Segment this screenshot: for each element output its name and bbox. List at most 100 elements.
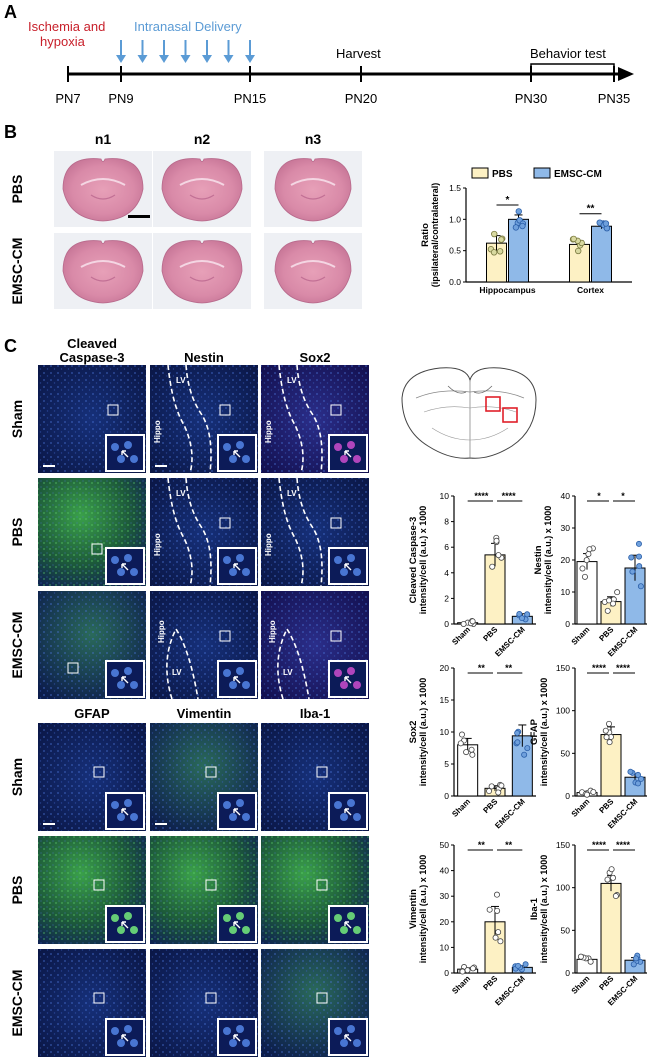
arrowhead-marker [233,676,241,684]
inset-cell [347,554,355,562]
y-tick-label: 20 [440,663,450,673]
y-tick-label: 0 [565,619,570,629]
he-ventricle [80,178,126,186]
inset-cell [111,556,119,564]
y-axis-label: Ratio [420,223,431,247]
he-ventricle [179,260,225,268]
inset-cell [111,669,119,677]
lv-label: LV [287,376,297,385]
inset-cell [347,912,355,920]
sig-label: ** [587,204,595,215]
x-tick-label: Sham [570,974,592,996]
caspase-chart: 0 2 4 6 8 10 Cleaved Caspase-3 intensity/cell (… [408,491,536,658]
inset-cell [117,1039,125,1047]
data-point [610,600,617,607]
if-row-label: PBS [9,518,25,547]
x-tick-label: Sham [450,797,472,819]
data-point [468,746,475,753]
delivery-arrow-head [202,55,212,63]
inset-cell [353,681,361,689]
arrowhead-marker [121,676,129,684]
inset-cell [242,813,250,821]
y-tick-label: 4 [444,568,449,578]
x-tick-label: PBS [481,625,499,643]
y-tick-label: 0.0 [449,277,461,287]
timeline-arrowhead [618,67,634,81]
arrowhead-marker [121,808,129,816]
inset-cell [229,568,237,576]
inset-cell [347,441,355,449]
data-point [463,749,470,756]
lv-label: LV [283,668,293,677]
data-point [586,546,593,553]
arrowhead-marker [121,1034,129,1042]
zoom-inset [105,547,145,585]
inset-cell [334,801,342,809]
inset-cell [223,556,231,564]
arrowhead-marker [233,808,241,816]
inset-cell [111,801,119,809]
y-axis-label: Sox2 [408,721,419,744]
inset-cell [111,1027,119,1035]
x-tick-label: PBS [597,797,615,815]
data-point [495,929,502,936]
y-tick-label: 1.0 [449,214,461,224]
inset-cell [242,1039,250,1047]
y-tick-label: 2 [444,593,449,603]
zoom-box [316,879,328,891]
he-brain-section [62,158,144,222]
panel-letter-c: C [4,336,17,356]
data-point [498,236,505,243]
data-point [493,891,500,898]
y-axis-label-2: intensity/cell (a.u.) x 1000 [418,506,428,615]
arrowhead-marker [344,808,352,816]
y-axis-label-2: intensity/cell (a.u.) x 1000 [543,506,553,615]
inset-cell [229,926,237,934]
zoom-box [93,879,105,891]
inset-cell [124,1025,132,1033]
inset-cell [236,1025,244,1033]
y-tick-label: 10 [440,491,450,501]
vimentin-chart: 0 10 20 30 40 50 Vimentin intensity/cell (a.u.)… [408,840,536,1007]
data-point [604,607,611,614]
sig-label: * [621,491,625,501]
inset-cell [229,1039,237,1047]
if-bottom-col-label: GFAP [74,706,110,721]
y-tick-label: 0 [444,791,449,801]
zoom-box [219,517,231,529]
x-tick-label: Cortex [577,285,604,295]
he-brain-section [161,158,243,222]
zoom-inset [105,434,145,472]
data-point [486,906,493,913]
inset-cell [124,554,132,562]
y-axis-label-2: (ipsilateral/contralateral) [430,183,440,288]
he-brain-section [274,158,352,222]
inset-cell [111,914,119,922]
data-point [493,537,500,544]
inset-cell [347,667,355,675]
data-point [486,788,493,795]
inset-cell [236,912,244,920]
data-point [590,789,597,796]
data-point [606,720,613,727]
harvest-label: Harvest [336,46,381,61]
data-point [587,958,594,965]
data-point [637,583,644,590]
data-point [612,893,619,900]
region-boundary [167,477,212,587]
ratio-chart: 0.0 0.5 1.0 1.5 Ratio (ipsilateral/contralate… [420,167,632,295]
y-axis-label-2: intensity/cell (a.u.) x 1000 [539,855,549,964]
inset-cell [236,799,244,807]
inset-cell [223,801,231,809]
zoom-inset [105,1018,145,1056]
inset-cell [334,669,342,677]
arrowhead-marker [344,450,352,458]
data-point [604,876,611,883]
col-label-nestin: Nestin [184,350,224,365]
y-tick-label: 0 [565,791,570,801]
y-tick-label: 20 [561,555,571,565]
delivery-arrow-head [137,55,148,63]
inset-cell [353,926,361,934]
y-axis-label: Nestin [533,545,544,574]
inset-cell [223,914,231,922]
